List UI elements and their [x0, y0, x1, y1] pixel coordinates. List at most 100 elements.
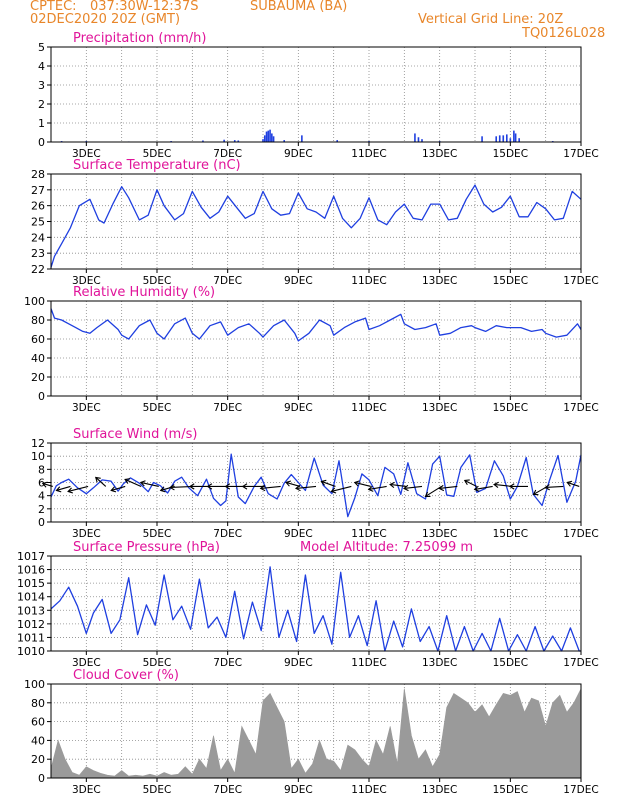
wind-ytick-label: 12: [31, 437, 45, 450]
rh-ytick-label: 100: [24, 295, 45, 308]
precip-bar: [421, 139, 423, 142]
rh-xtick-label: 3DEC: [72, 402, 101, 414]
rh-ytick-label: 60: [31, 333, 45, 346]
temp-xtick-label: 9DEC: [284, 275, 313, 287]
pressure-ytick-label: 1012: [17, 618, 45, 631]
precip-ytick-label: 2: [38, 98, 45, 111]
precip-bar: [509, 138, 512, 142]
wind-vector-head: [67, 487, 74, 494]
precip-title: Precipitation (mm/h): [73, 31, 206, 46]
wind-vector-head: [259, 484, 266, 492]
wind-vector-head: [294, 484, 301, 492]
rh-ytick-label: 0: [38, 390, 45, 403]
precip-bar: [514, 133, 517, 142]
precip-ytick-label: 5: [38, 41, 45, 54]
pressure-frame: [50, 555, 582, 652]
wind-vector: [331, 485, 352, 492]
precip-bar: [202, 140, 204, 142]
wind-xtick-label: 9DEC: [284, 528, 313, 540]
pressure-xtick-label: 15DEC: [493, 657, 528, 669]
temp-ytick-label: 22: [31, 263, 45, 276]
pressure-ytick-label: 1010: [17, 645, 45, 658]
precip-bar: [518, 138, 520, 142]
wind-xtick-label: 13DEC: [422, 528, 457, 540]
wind-vector-head: [353, 480, 360, 487]
precip-bar: [498, 135, 501, 142]
precip-bar: [417, 137, 420, 142]
cloud-ytick-label: 20: [31, 753, 45, 766]
wind-xtick-label: 17DEC: [563, 528, 598, 540]
precip-bar: [414, 133, 416, 142]
precip-xtick-label: 15DEC: [493, 148, 528, 160]
precip-xtick-label: 11DEC: [351, 148, 386, 160]
precip-bar: [269, 129, 271, 142]
temp-title: Surface Temperature (nC): [73, 158, 241, 173]
temp-xtick-label: 13DEC: [422, 275, 457, 287]
cloud-xtick-label: 9DEC: [284, 784, 313, 796]
rh-title: Relative Humidity (%): [73, 285, 215, 300]
precip-ytick-label: 0: [38, 136, 45, 149]
wind-ytick-label: 0: [38, 516, 45, 529]
wind-vector: [368, 485, 387, 490]
precip-bar: [262, 139, 264, 142]
precip-xtick-label: 9DEC: [284, 148, 313, 160]
wind-vector-head: [55, 486, 62, 493]
precip-bar: [265, 131, 268, 142]
cloud-ytick-label: 60: [31, 716, 45, 729]
cloud-xtick-label: 15DEC: [493, 784, 528, 796]
wind-vector-head: [438, 484, 445, 492]
pressure-subtitle: Model Altitude: 7.25099 m: [300, 540, 473, 555]
cloud-area: [50, 688, 582, 779]
rh-xtick-label: 9DEC: [284, 402, 313, 414]
pressure-title: Surface Pressure (hPa): [73, 540, 220, 555]
precip-bar: [267, 130, 270, 142]
rh-ytick-label: 40: [31, 352, 45, 365]
rh-frame: [50, 300, 582, 397]
wind-vector-head: [224, 483, 231, 490]
wind-vector: [439, 485, 458, 489]
wind-ytick-label: 8: [38, 463, 45, 476]
wind-ytick-label: 2: [38, 503, 45, 516]
wind-ytick-label: 10: [31, 450, 45, 463]
wind-vector-head: [463, 479, 470, 486]
wind-vector: [494, 483, 513, 487]
cloud-xtick-label: 5DEC: [143, 784, 172, 796]
temp-ytick-label: 26: [31, 200, 45, 213]
precip-bar: [272, 136, 275, 142]
precip-bar: [237, 140, 240, 142]
temp-xtick-label: 11DEC: [351, 275, 386, 287]
precip-ytick-label: 1: [38, 117, 45, 130]
wind-vector-head: [544, 484, 550, 491]
wind-vector-head: [95, 476, 101, 483]
pressure-xtick-label: 11DEC: [351, 657, 386, 669]
wind-line: [50, 453, 582, 518]
pressure-ytick-label: 1013: [17, 604, 45, 617]
temp-ytick-label: 25: [31, 216, 45, 229]
wind-xtick-label: 7DEC: [213, 528, 242, 540]
wind-xtick-label: 5DEC: [143, 528, 172, 540]
wind-vector: [567, 481, 580, 487]
pressure-xtick-label: 3DEC: [72, 657, 101, 669]
wind-vector-head: [424, 491, 431, 498]
wind-vector-head: [473, 485, 480, 492]
wind-vector: [67, 485, 89, 492]
pressure-xtick-label: 13DEC: [422, 657, 457, 669]
wind-vector-head: [241, 483, 248, 490]
wind-vector-head: [493, 481, 499, 489]
cloud-frame: [50, 683, 582, 779]
wind-vector: [56, 485, 71, 491]
temp-xtick-label: 5DEC: [143, 275, 172, 287]
pressure-ytick-label: 1015: [17, 577, 45, 590]
header-grid-note: Vertical Grid Line: 20Z: [418, 12, 564, 27]
wind-vector-head: [110, 486, 117, 493]
rh-ytick-label: 20: [31, 371, 45, 384]
precip-ytick-label: 4: [38, 60, 45, 73]
wind-xtick-label: 15DEC: [493, 528, 528, 540]
wind-vector-head: [124, 478, 131, 484]
wind-title: Surface Wind (m/s): [73, 427, 197, 442]
precip-bar: [283, 140, 285, 142]
pressure-ytick-label: 1017: [17, 550, 45, 563]
wind-ytick-label: 6: [38, 477, 45, 490]
precip-xtick-label: 5DEC: [143, 148, 172, 160]
wind-vector: [403, 485, 423, 489]
